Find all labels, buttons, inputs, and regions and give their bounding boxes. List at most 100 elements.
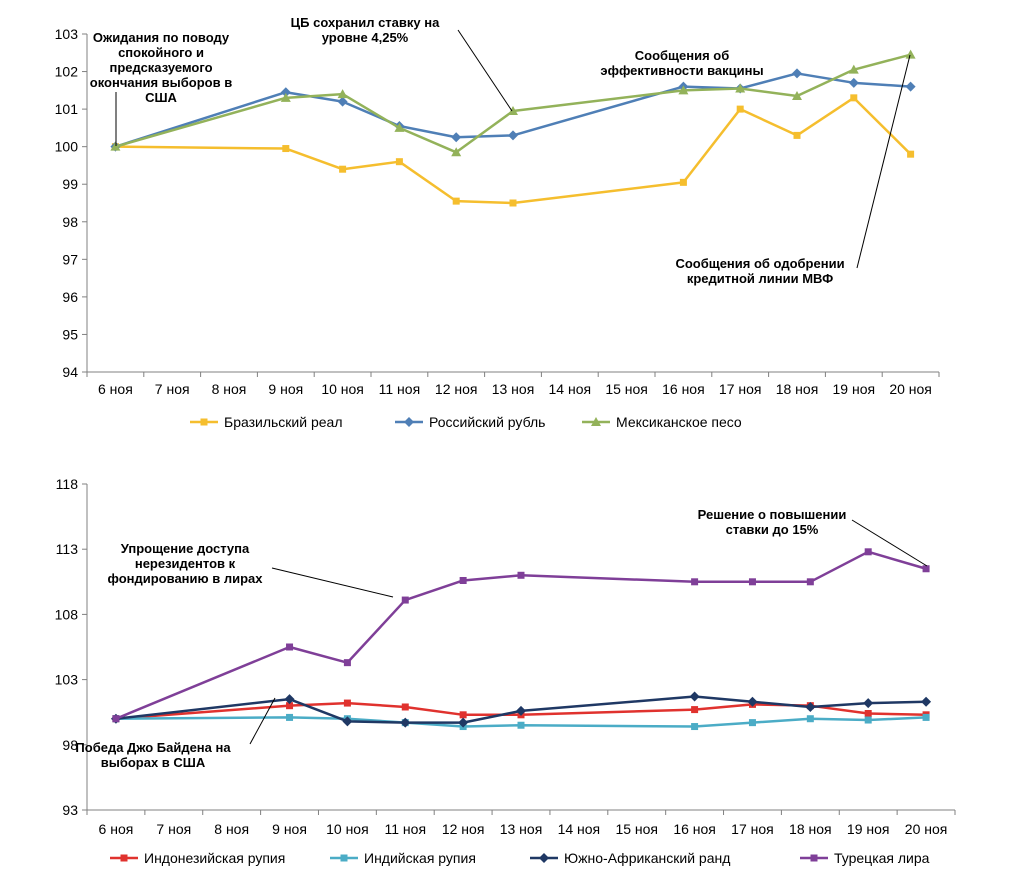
data-point [516,705,526,716]
data-point [337,96,348,107]
x-tick-label: 6 ноя [98,381,133,397]
data-point [864,716,872,724]
legend-label: Российский рубль [429,414,545,430]
y-tick-label: 103 [55,26,79,42]
data-point [691,723,699,731]
data-point [679,178,687,186]
data-point [517,571,525,579]
data-point [280,87,291,98]
legend-label: Мексиканское песо [616,414,742,430]
x-tick-label: 18 ноя [789,821,832,837]
x-tick-label: 20 ноя [889,381,932,397]
data-point [459,711,467,719]
data-point [400,717,411,728]
data-point [905,49,916,59]
data-point [286,702,294,710]
data-point [805,701,816,712]
data-point [922,713,930,721]
data-point [689,691,700,702]
data-point [282,145,290,153]
data-point [112,715,120,723]
data-point [284,694,295,705]
y-tick-label: 98 [62,214,78,230]
x-tick-label: 20 ноя [905,821,948,837]
legend-marker [810,854,818,862]
data-point [864,548,872,556]
x-tick-label: 11 ноя [379,381,421,397]
x-tick-label: 16 ноя [673,821,716,837]
data-point [451,132,462,143]
data-point [736,105,744,113]
y-tick-label: 93 [62,802,78,818]
x-tick-label: 8 ноя [212,381,247,397]
annotation-text: Упрощение доступа нерезидентов к фондирова… [108,541,264,586]
data-point [458,717,469,728]
data-point [793,131,801,139]
y-tick-label: 99 [62,176,78,192]
annotation-text: Ожидания по поводу спокойного и предсказуе… [90,30,232,105]
data-point [922,565,930,573]
y-tick-label: 94 [62,364,78,380]
annotation-leader-line [851,519,928,567]
legend-marker [404,417,414,427]
x-tick-label: 13 ноя [500,821,543,837]
y-tick-label: 97 [62,251,78,267]
data-point [337,89,348,99]
data-point [921,696,932,707]
annotation-text: Победа Джо Байдена на выборах в США [75,740,231,770]
legend-label: Бразильский реал [224,414,343,430]
data-point [792,68,802,79]
data-point [691,578,699,586]
x-tick-label: 17 ноя [731,821,774,837]
x-tick-label: 17 ноя [719,381,762,397]
legend-label: Индийская рупия [364,850,476,866]
legend-label: Турецкая лира [834,850,930,866]
data-point [848,64,859,74]
annotation-text: ЦБ сохранил ставку на уровне 4,25% [291,15,440,45]
data-point [792,90,802,100]
data-point [401,703,409,711]
annotation-text: Сообщения об одобрении кредитной линии МВ… [675,256,844,286]
data-point [907,150,915,158]
data-point [342,716,353,727]
data-point [691,706,699,714]
x-tick-label: 9 ноя [272,821,307,837]
annotation-leader-line [271,567,394,598]
data-point [863,698,874,709]
data-point [678,85,689,95]
data-point [343,659,351,667]
data-point [343,699,351,707]
x-tick-label: 12 ноя [442,821,485,837]
annotation-leader-line [249,697,276,745]
data-point [452,197,460,205]
x-tick-label: 6 ноя [99,821,134,837]
x-tick-label: 19 ноя [847,821,890,837]
y-tick-label: 102 [55,64,79,80]
legend-marker [340,854,348,862]
y-tick-label: 118 [56,476,79,492]
y-tick-label: 98 [62,737,78,753]
annotation-leader-line [856,54,911,269]
data-point [806,715,814,723]
data-point [850,94,858,102]
x-tick-label: 7 ноя [155,381,190,397]
data-point [508,130,518,141]
y-tick-label: 108 [55,606,79,622]
data-point [395,158,403,166]
data-point [747,696,758,707]
x-tick-label: 11 ноя [385,821,427,837]
annotation-text: Сообщения об эффективности вакцины [600,48,763,78]
annotation-leader-line [457,29,513,112]
data-point [459,576,467,584]
data-point [110,141,121,151]
y-tick-label: 96 [62,289,78,305]
data-point [509,199,517,207]
x-tick-label: 18 ноя [776,381,819,397]
legend-marker [539,853,549,863]
data-point [848,77,859,88]
data-point [517,721,525,729]
data-point [508,105,518,115]
data-point [286,643,294,651]
x-tick-label: 19 ноя [833,381,876,397]
